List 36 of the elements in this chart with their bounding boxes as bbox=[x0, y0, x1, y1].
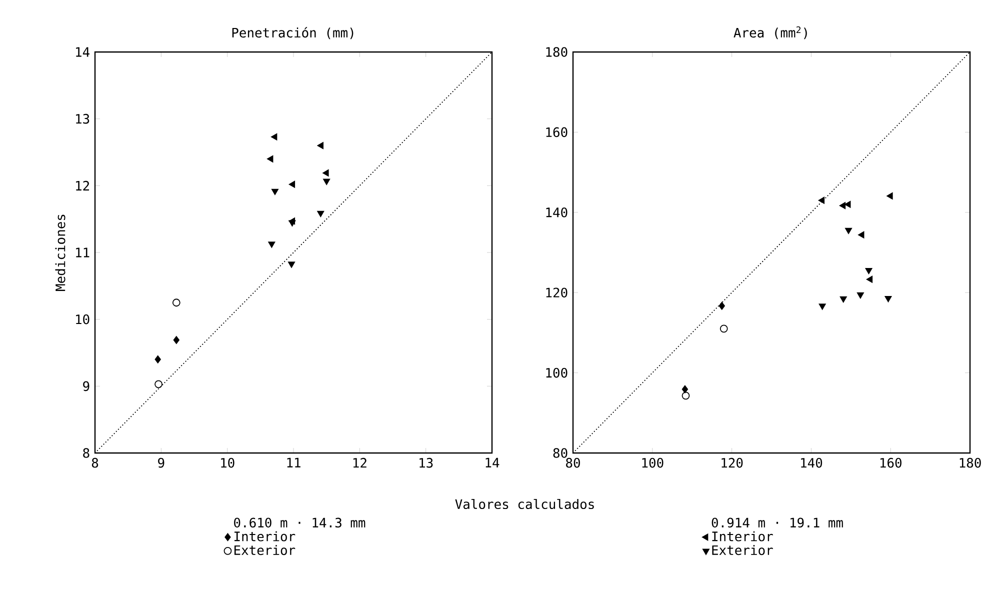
x-tick-label: 180 bbox=[960, 458, 981, 468]
x-axis-title: Valores calculados bbox=[455, 498, 594, 510]
x-tick-label: 160 bbox=[880, 458, 902, 468]
y-axis-title: Mediciones bbox=[55, 214, 66, 291]
x-tick-label: 140 bbox=[801, 458, 822, 468]
legend-label: Exterior bbox=[712, 545, 773, 556]
legend-label: Interior bbox=[712, 531, 773, 542]
y-tick-label: 180 bbox=[546, 47, 568, 57]
y-tick-label: 120 bbox=[546, 288, 568, 298]
chart-title: Penetración (mm) bbox=[232, 27, 354, 40]
x-tick-label: 12 bbox=[353, 458, 366, 468]
y-tick-label: 9 bbox=[83, 381, 90, 392]
x-tick-label: 120 bbox=[722, 458, 743, 468]
legend-label: Interior bbox=[234, 531, 296, 542]
chart-title: Area (mm$^{2}$) bbox=[734, 26, 807, 40]
y-tick-label: 11 bbox=[76, 248, 90, 258]
x-tick-label: 100 bbox=[642, 458, 664, 468]
y-tick-label: 100 bbox=[546, 368, 568, 378]
x-tick-label: 14 bbox=[486, 458, 500, 468]
x-tick-label: 10 bbox=[221, 458, 234, 468]
legend-title: 0.914 m · 19.1 mm bbox=[712, 518, 843, 528]
y-tick-label: 160 bbox=[546, 127, 568, 138]
x-tick-label: 80 bbox=[566, 458, 580, 468]
y-tick-label: 12 bbox=[76, 180, 89, 190]
y-tick-label: 140 bbox=[546, 208, 568, 218]
y-tick-label: 8 bbox=[83, 448, 90, 458]
x-tick-label: 8 bbox=[92, 458, 98, 468]
x-tick-label: 13 bbox=[420, 458, 433, 468]
legend-title: 0.610 m · 14.3 mm bbox=[234, 518, 366, 528]
y-tick-label: 13 bbox=[76, 114, 90, 124]
x-tick-label: 11 bbox=[287, 458, 300, 468]
legend-label: Exterior bbox=[234, 545, 296, 556]
y-tick-label: 10 bbox=[76, 314, 90, 324]
y-tick-label: 80 bbox=[553, 448, 568, 458]
y-tick-label: 14 bbox=[76, 47, 90, 57]
x-tick-label: 9 bbox=[158, 458, 164, 468]
